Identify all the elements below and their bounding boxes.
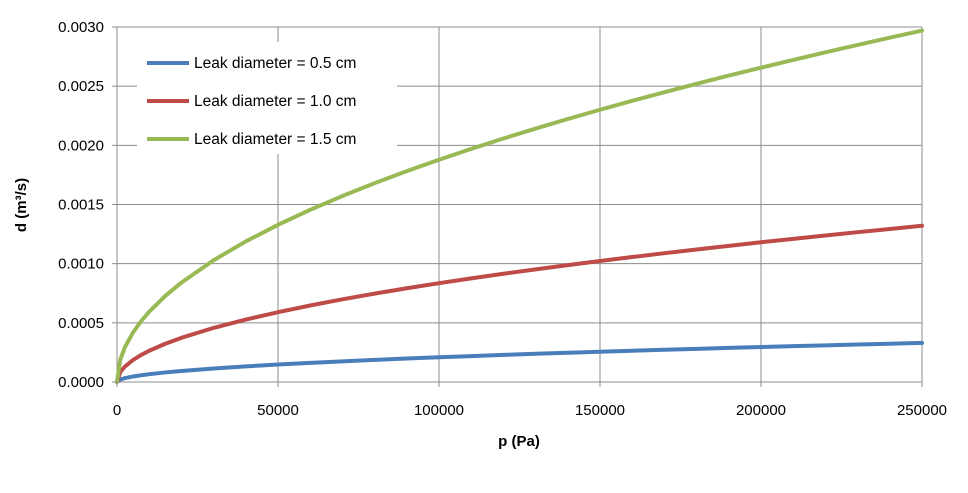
series-line-1 [115,223,924,384]
x-tick-label: 50000 [257,402,299,419]
series-line-0 [115,340,924,384]
y-axis-ticks: 0.0000 0.0005 0.0010 0.0015 0.0020 0.0025 0.00… [58,19,117,391]
legend-label-0: Leak diameter = 0.5 cm [194,55,356,72]
y-tick-label: 0.0020 [58,137,104,154]
x-tick-label: 150000 [575,402,625,419]
x-tick-label: 250000 [897,402,947,419]
y-tick-label: 0.0000 [58,374,104,391]
y-tick-label: 0.0015 [58,197,104,214]
series-line-2 [115,28,924,384]
legend-label-2: Leak diameter = 1.5 cm [194,131,356,148]
legend-label-1: Leak diameter = 1.0 cm [194,93,356,110]
x-axis-title: p (Pa) [498,433,540,450]
x-axis-ticks: 0 50000 100000 150000 200000 250000 [113,382,947,419]
legend-background [137,42,397,154]
y-tick-label: 0.0025 [58,78,104,95]
x-tick-label: 0 [113,402,121,419]
legend: Leak diameter = 0.5 cm Leak diameter = 1… [137,42,397,154]
y-tick-label: 0.0010 [58,256,104,273]
x-tick-label: 100000 [414,402,464,419]
series-lines [115,28,924,384]
y-axis-title: d (m³/s) [13,178,30,232]
y-tick-label: 0.0030 [58,19,104,36]
y-tick-label: 0.0005 [58,315,104,332]
x-tick-label: 200000 [736,402,786,419]
